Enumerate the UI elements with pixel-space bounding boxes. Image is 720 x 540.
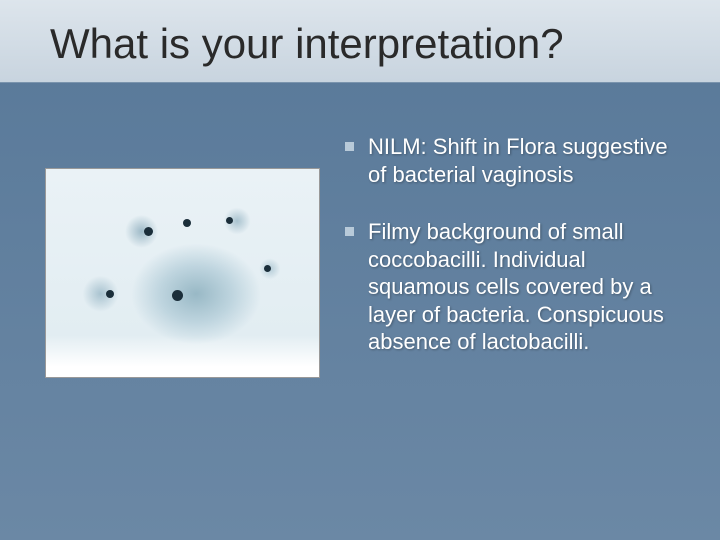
bullet-marker-icon: [345, 227, 354, 236]
cell-nucleus: [226, 217, 233, 224]
microscopy-image: [45, 168, 320, 378]
cell-nucleus: [106, 290, 114, 298]
content-area: NILM: Shift in Flora suggestive of bacte…: [0, 83, 720, 386]
bullet-text: NILM: Shift in Flora suggestive of bacte…: [368, 133, 675, 188]
list-item: Filmy background of small coccobacilli. …: [345, 218, 675, 356]
bullet-list: NILM: Shift in Flora suggestive of bacte…: [345, 128, 675, 386]
title-bar: What is your interpretation?: [0, 0, 720, 83]
slide-title: What is your interpretation?: [50, 20, 720, 68]
bullet-marker-icon: [345, 142, 354, 151]
bullet-text: Filmy background of small coccobacilli. …: [368, 218, 675, 356]
list-item: NILM: Shift in Flora suggestive of bacte…: [345, 133, 675, 188]
cell-nucleus: [172, 290, 183, 301]
microscopy-illustration: [46, 169, 319, 377]
cell-nucleus: [183, 219, 191, 227]
